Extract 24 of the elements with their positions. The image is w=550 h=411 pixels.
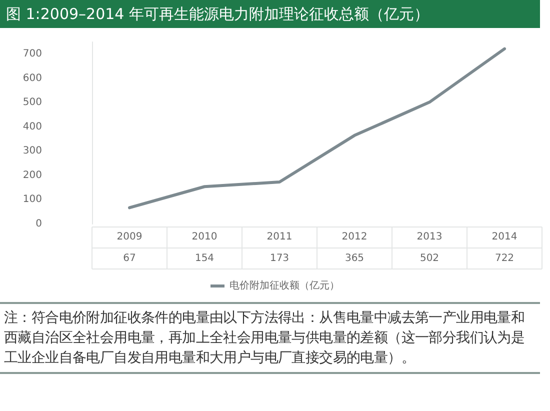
text: 注：符合电价附加征收条件的电量由以下方法得出：从售电量中减去第一产业用电量和西藏自治区全社会用电量，再加上全社会用电量与供电量的差额（这一部分我们认为是工业企业自备电厂自发自用电量和大用户与电厂直接交易的电量）。 (4, 309, 526, 368)
y-tick-label: 600 (22, 72, 42, 84)
data-label: 722 (494, 253, 514, 264)
y-tick-label: 700 (22, 48, 42, 60)
y-tick-label: 400 (22, 121, 42, 132)
line-series (128, 47, 506, 210)
y-tick-label: 0 (36, 218, 42, 230)
x-tick-label: 2009 (116, 232, 142, 242)
y-tick-label: 500 (22, 97, 42, 108)
y-tick-label: 300 (22, 146, 42, 157)
data-label: 502 (420, 253, 440, 264)
x-tick-label: 2013 (416, 232, 442, 242)
y-tick-label: 200 (22, 170, 42, 181)
x-tick-label: 2011 (266, 232, 292, 242)
chart-title: 图 1:2009–2014 年可再生能源电力附加理论征收总额（亿元） (0, 0, 540, 28)
data-label: 365 (344, 253, 364, 264)
data-label: 67 (123, 253, 136, 264)
data-label: 154 (194, 253, 214, 264)
x-tick-label: 2012 (342, 232, 368, 242)
x-tick-label: 2010 (192, 232, 218, 242)
x-tick-label: 2014 (492, 232, 518, 242)
legend-label: 电价附加征收额（亿元） (230, 280, 340, 292)
data-label: 173 (270, 253, 290, 264)
y-tick-label: 100 (22, 194, 42, 206)
